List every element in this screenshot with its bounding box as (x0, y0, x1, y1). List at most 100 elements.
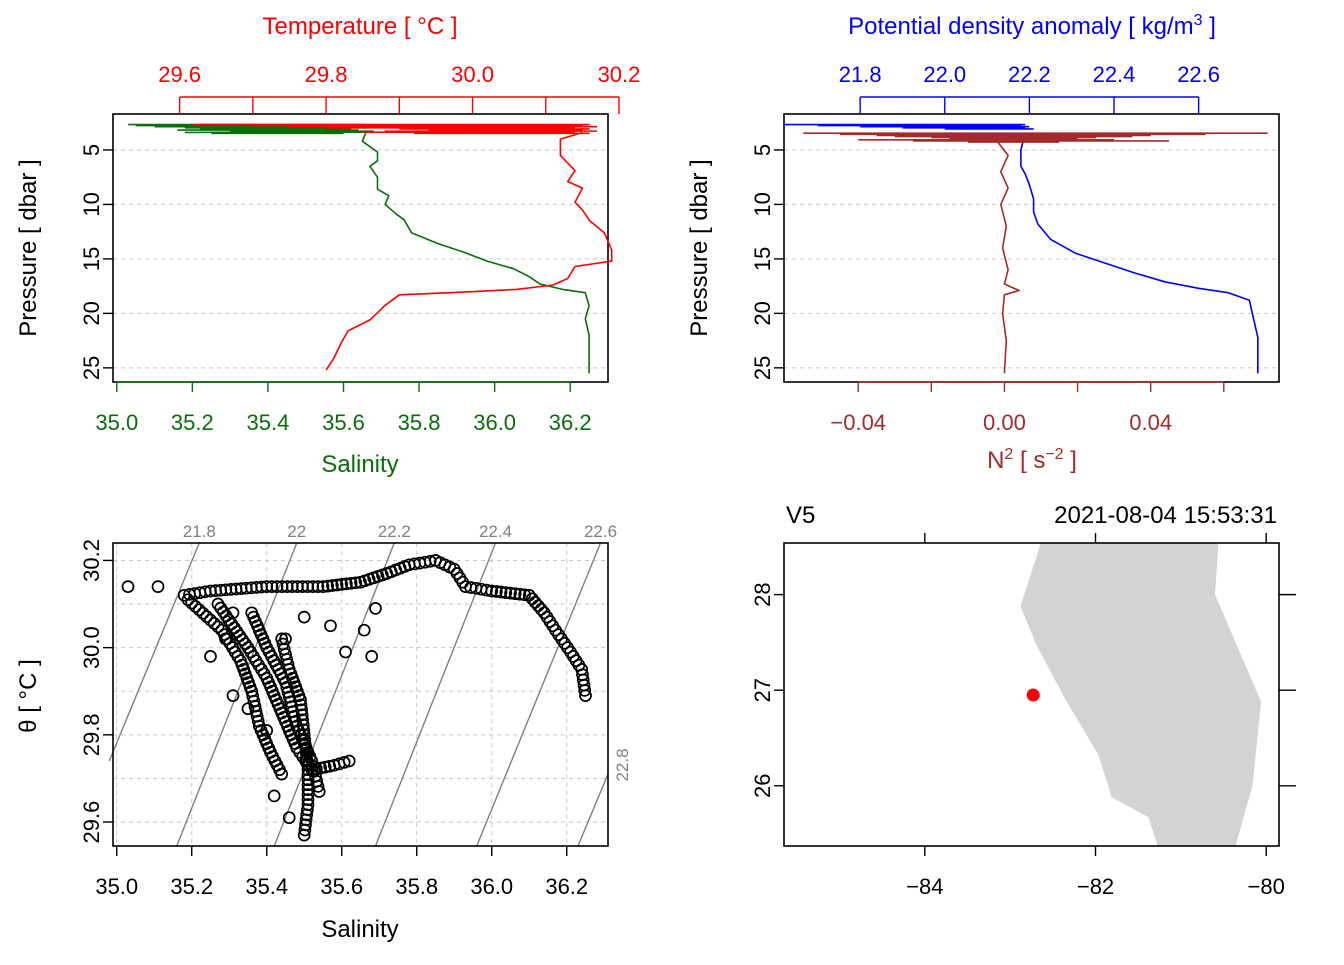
top-tick-label: 29.8 (305, 62, 348, 87)
ts-point (241, 702, 255, 716)
ts-point (299, 743, 313, 757)
ts-point (316, 580, 330, 593)
plot-frame (112, 113, 609, 383)
pressure-tick-label: 10 (750, 192, 775, 216)
top-tick-label: 22.4 (1093, 62, 1136, 87)
ts-point (499, 586, 513, 599)
bottom-tick-label: 35.0 (95, 410, 138, 435)
n2-line (996, 140, 1020, 374)
ts-point (518, 588, 531, 602)
ts-point (211, 620, 225, 634)
ts-point (335, 578, 349, 591)
pressure-axis-title: Pressure [ dbar ] (15, 159, 42, 336)
theta-tick-label: 29.6 (79, 801, 104, 844)
ts-point (300, 753, 314, 767)
panel-salinity-temperature-profile: 5 10 15 20 25 35.0 35.2 35.4 35.6 35.8 36.0 36.2 2… (15, 13, 640, 478)
pressure-gridlines (113, 149, 608, 369)
superscript-minus-2: −2 (1045, 446, 1063, 463)
salinity-tick-label: 35.6 (320, 874, 363, 899)
n2-axis: −0.04 0.00 0.04 (830, 381, 1225, 435)
ts-point (296, 718, 310, 732)
ts-point (534, 602, 548, 616)
latitude-tick-label: 27 (750, 678, 775, 702)
density-title-text: Potential density anomaly [ kg/m (848, 13, 1194, 40)
ts-point (204, 613, 217, 627)
salinity-line (184, 130, 590, 374)
bottom-tick-label: 35.8 (398, 410, 441, 435)
isopycnal-label: 22.6 (584, 522, 617, 541)
ts-point (301, 763, 315, 777)
map-axes: −84 −82 −80 26 27 28 (750, 533, 1296, 899)
ts-point (321, 579, 335, 593)
ts-point (578, 684, 592, 697)
superscript-2: 2 (1004, 446, 1013, 463)
ts-point (344, 576, 358, 590)
pressure-axis: 5 10 15 20 25 (750, 144, 784, 380)
ts-point (121, 580, 135, 593)
longitude-tick-label: −80 (1248, 874, 1285, 899)
ts-point (279, 632, 292, 646)
isopycnal-line (577, 773, 609, 847)
isopycnal-line (108, 542, 200, 762)
top-tick-label: 22.6 (1177, 62, 1220, 87)
isopycnal-line (176, 542, 298, 847)
ts-point (226, 689, 240, 702)
latitude-tick-label: 28 (750, 582, 775, 606)
ts-point (267, 789, 281, 803)
ts-point (480, 583, 493, 597)
ts-point (294, 693, 307, 707)
pressure-tick-label: 20 (750, 301, 775, 325)
bottom-tick-label: 35.2 (171, 410, 214, 435)
ts-point (324, 619, 337, 633)
temperature-axis: 29.6 29.8 30.0 30.2 (158, 62, 640, 114)
station-datetime: 2021-08-04 15:53:31 (1054, 502, 1277, 529)
ts-point (204, 650, 217, 663)
latitude-tick-label: 26 (750, 774, 775, 798)
ts-point (531, 599, 545, 613)
ts-point (295, 708, 309, 722)
ts-point (340, 577, 353, 591)
ts-point (301, 783, 315, 796)
plot-frame (112, 542, 609, 847)
pressure-tick-label: 15 (79, 247, 104, 271)
salinity-tick-label: 35.4 (245, 874, 288, 899)
isopycnal-label: 21.8 (183, 522, 216, 541)
pressure-axis: 5 10 15 20 25 (79, 144, 113, 380)
theta-tick-label: 30.2 (79, 539, 104, 582)
ts-point (504, 586, 517, 600)
ts-point (301, 768, 315, 782)
ts-point (311, 580, 325, 593)
top-tick-label: 30.0 (451, 62, 494, 87)
pressure-tick-label: 25 (79, 356, 104, 380)
ts-point (301, 778, 315, 792)
ts-point (298, 823, 312, 837)
station-marker (1026, 688, 1040, 702)
top-tick-label: 29.6 (158, 62, 201, 87)
ts-point (326, 579, 339, 592)
ts-point (298, 738, 312, 752)
ts-point (295, 703, 308, 717)
ts-point (275, 767, 289, 781)
theta-tick-label: 29.8 (79, 713, 104, 756)
ts-point (192, 603, 206, 617)
bottom-tick-label: 35.4 (247, 410, 290, 435)
ts-gridlines (113, 543, 608, 846)
ts-point (301, 773, 315, 787)
isopycnal-label: 22.4 (479, 522, 512, 541)
longitude-tick-label: −84 (906, 874, 943, 899)
ts-point (490, 585, 503, 598)
ts-point (508, 587, 522, 601)
temperature-line (325, 131, 613, 371)
station-dot (1026, 688, 1040, 702)
ts-point (528, 595, 542, 609)
ts-point (298, 733, 312, 747)
pressure-tick-label: 20 (79, 301, 104, 325)
isopycnal-label: 22.2 (378, 522, 411, 541)
ts-point (294, 698, 308, 712)
ts-point (297, 728, 311, 742)
ts-point (189, 600, 202, 613)
pressure-tick-label: 5 (750, 144, 775, 156)
pressure-tick-label: 15 (750, 247, 775, 271)
ts-point (219, 632, 232, 646)
land-mass (1020, 543, 1262, 846)
